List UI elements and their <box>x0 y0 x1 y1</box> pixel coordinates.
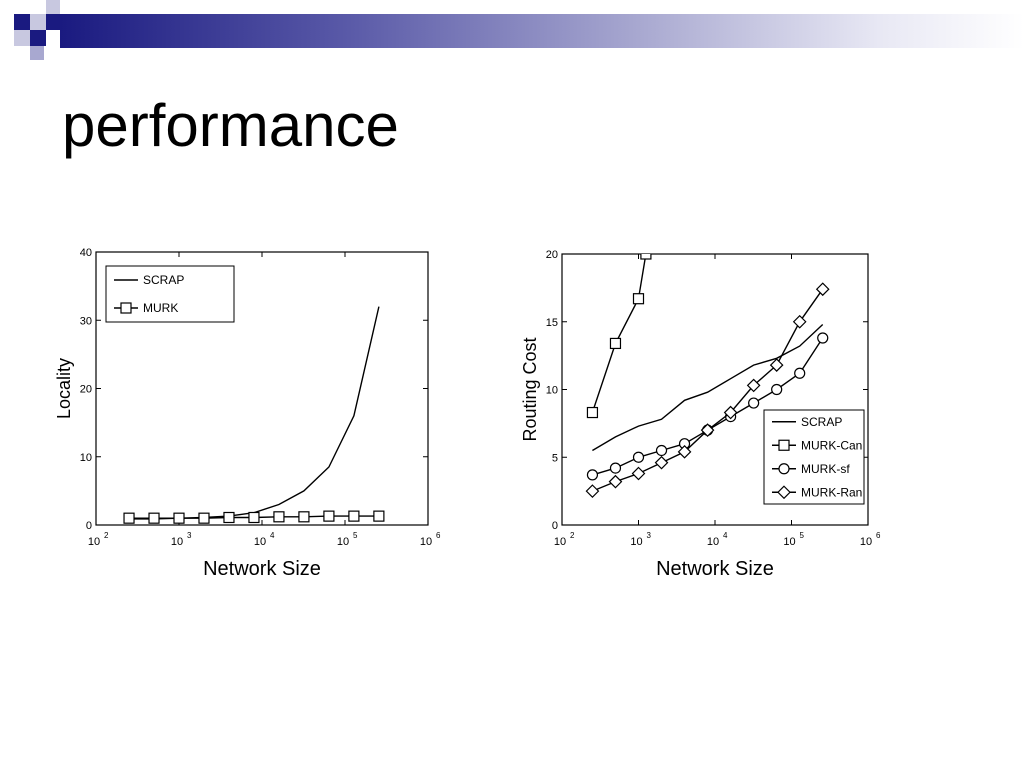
data-point <box>123 512 135 524</box>
data-point <box>323 510 335 522</box>
series-line <box>592 323 824 452</box>
data-point <box>586 469 599 481</box>
header-square-icon <box>30 14 46 30</box>
x-tick-label: 10 <box>707 536 719 548</box>
data-point <box>298 511 310 523</box>
header-square-icon <box>46 14 62 30</box>
data-point <box>794 367 806 379</box>
y-tick-label: 40 <box>80 247 92 259</box>
legend-marker <box>777 485 791 500</box>
x-tick-exponent: 3 <box>647 531 652 540</box>
x-tick-label: 10 <box>254 536 266 548</box>
data-point <box>632 293 645 305</box>
data-point <box>198 512 210 524</box>
x-tick-label: 10 <box>171 536 183 548</box>
header-square-icon <box>30 30 46 46</box>
header-band <box>0 0 1024 62</box>
y-tick-label: 30 <box>80 315 92 327</box>
data-point <box>700 423 715 437</box>
y-tick-label: 20 <box>80 384 92 396</box>
data-point <box>655 444 668 457</box>
legend-marker <box>120 302 132 314</box>
y-tick-label: 10 <box>546 385 558 397</box>
data-point <box>173 512 185 524</box>
legend-label: SCRAP <box>143 273 184 287</box>
y-axis-label: Routing Cost <box>520 337 540 441</box>
page-title: performance <box>62 92 399 159</box>
data-point <box>608 474 623 489</box>
y-tick-label: 5 <box>552 452 558 464</box>
y-tick-label: 20 <box>546 249 558 261</box>
series-group <box>585 254 830 498</box>
data-point <box>586 406 599 419</box>
y-tick-label: 10 <box>80 452 92 464</box>
data-point <box>631 466 646 481</box>
x-tick-exponent: 4 <box>723 531 728 540</box>
y-tick-label: 0 <box>552 520 558 532</box>
data-point <box>273 511 285 523</box>
data-point <box>632 451 645 463</box>
data-point <box>585 484 600 498</box>
legend-label: SCRAP <box>801 415 842 429</box>
legend-box <box>763 409 865 505</box>
x-tick-label: 10 <box>554 536 566 548</box>
x-tick-label: 10 <box>630 536 642 548</box>
x-tick-exponent: 2 <box>570 531 575 540</box>
legend-marker <box>778 463 790 475</box>
routing-cost-chart: 0 5 10 15 20 10 2 10 3 10 4 10 5 10 6 Network Size Routi… <box>520 249 881 580</box>
x-tick-exponent: 2 <box>104 531 109 540</box>
data-point <box>769 358 784 372</box>
data-point <box>771 383 783 396</box>
legend-label: MURK-sf <box>801 462 850 476</box>
legend-label: MURK-Can <box>801 438 862 452</box>
y-axis-label: Locality <box>54 358 74 419</box>
header-square-icon <box>30 46 44 60</box>
header-gradient-bar <box>60 14 1024 48</box>
x-tick-label: 10 <box>337 536 349 548</box>
x-tick-exponent: 4 <box>270 531 275 540</box>
y-tick-label: 0 <box>86 520 92 532</box>
x-tick-exponent: 6 <box>436 531 441 540</box>
x-tick-exponent: 5 <box>353 531 358 540</box>
data-point <box>815 282 830 297</box>
data-point <box>746 378 761 393</box>
data-point <box>748 397 760 409</box>
data-point <box>640 254 652 260</box>
header-square-icon <box>46 0 60 14</box>
locality-chart: 0 10 20 30 40 10 2 10 3 10 4 10 5 10 6 Network Size Loca… <box>54 247 441 580</box>
data-point <box>677 444 692 459</box>
x-tick-exponent: 3 <box>187 531 192 540</box>
data-point <box>817 332 829 344</box>
series-group <box>123 306 385 524</box>
data-point <box>223 511 235 524</box>
data-point <box>373 510 385 522</box>
y-tick-label: 15 <box>546 317 558 329</box>
data-point <box>654 455 669 470</box>
x-tick-label: 10 <box>88 536 100 548</box>
x-tick-label: 10 <box>420 536 432 548</box>
series-line <box>591 254 647 413</box>
x-axis-label: Network Size <box>203 558 321 580</box>
data-point <box>609 337 622 350</box>
x-tick-exponent: 5 <box>800 531 805 540</box>
data-point <box>792 314 807 329</box>
legend-marker <box>778 439 790 451</box>
header-square-icon <box>14 14 30 30</box>
x-tick-label: 10 <box>860 536 872 548</box>
header-square-icon <box>14 30 30 46</box>
legend-label: MURK-Ran <box>801 485 862 499</box>
data-point <box>723 405 738 420</box>
legend-label: MURK <box>143 301 178 315</box>
x-axis-label: Network Size <box>656 558 774 580</box>
data-point <box>609 462 622 474</box>
data-point <box>248 511 260 524</box>
x-tick-exponent: 6 <box>876 531 881 540</box>
data-point <box>148 512 160 524</box>
data-point <box>348 510 360 522</box>
x-tick-label: 10 <box>783 536 795 548</box>
